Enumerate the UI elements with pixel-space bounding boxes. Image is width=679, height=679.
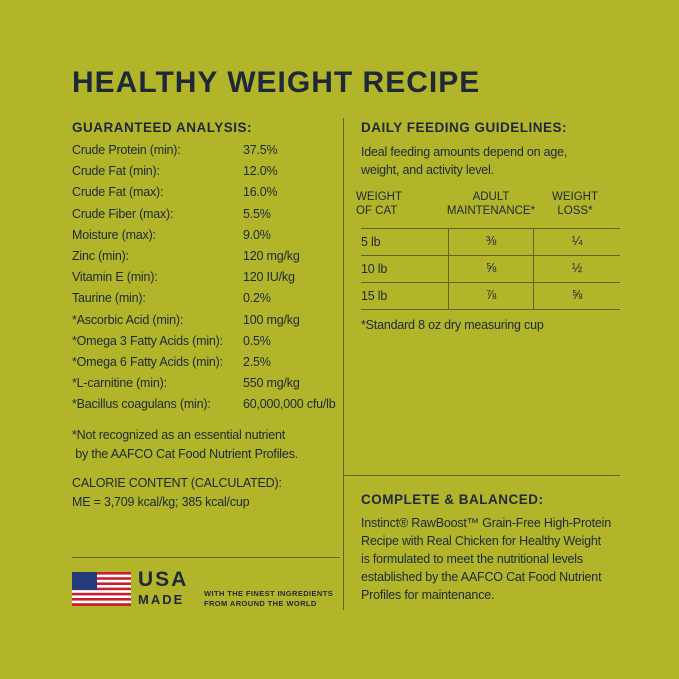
nutrient-name: Moisture (max): — [72, 227, 156, 242]
nutrient-name: Taurine (min): — [72, 291, 146, 306]
analysis-note: by the AAFCO Cat Food Nutrient Profiles. — [72, 447, 298, 461]
title: HEALTHY WEIGHT RECIPE — [72, 66, 481, 99]
nutrient-name: *Omega 3 Fatty Acids (min): — [72, 333, 223, 348]
nutrient-name: *Omega 6 Fatty Acids (min): — [72, 355, 223, 369]
nutrient-value: 100 mg/kg — [243, 312, 300, 327]
divider — [343, 475, 620, 476]
feeding-note: *Standard 8 oz dry measuring cup — [361, 318, 544, 332]
table-cell: ⅝ — [571, 288, 583, 302]
table-cell: ⅞ — [485, 288, 497, 302]
nutrient-value: 0.5% — [243, 333, 271, 348]
table-line — [361, 282, 620, 283]
complete-text: Instinct® RawBoost™ Grain-Free High-Prot… — [361, 516, 612, 602]
nutrient-value: 120 mg/kg — [243, 249, 300, 263]
usa-text: USA — [138, 568, 189, 591]
table-cell: ⅝ — [485, 261, 497, 275]
table-cell: ⅜ — [485, 234, 497, 248]
table-header: ADULT MAINTENANCE* — [446, 191, 536, 217]
nutrient-value: 2.5% — [243, 355, 271, 369]
nutrient-value: 16.0% — [243, 185, 278, 200]
table-line — [448, 228, 449, 309]
nutrient-value: 60,000,000 cfu/lb — [243, 397, 336, 412]
table-header: WEIGHT OF CAT — [356, 191, 402, 217]
nutrient-value: 37.5% — [243, 143, 278, 157]
table-line — [361, 309, 620, 310]
table-line — [533, 228, 534, 309]
nutrient-name: Zinc (min): — [72, 249, 129, 263]
table-header: WEIGHT LOSS* — [552, 191, 598, 217]
nutrient-name: *Ascorbic Acid (min): — [72, 312, 184, 327]
nutrient-value: 0.2% — [243, 291, 271, 306]
nutrient-name: *L-carnitine (min): — [72, 376, 167, 391]
table-cell: 5 lb — [361, 235, 381, 249]
table-line — [361, 228, 620, 229]
divider — [72, 557, 340, 558]
table-line — [361, 255, 620, 256]
usa-tagline: WITH THE FINEST INGREDIENTS — [204, 589, 334, 598]
nutrient-name: Crude Fiber (max): — [72, 206, 174, 221]
nutrient-value: 5.5% — [243, 206, 271, 221]
nutrient-name: Vitamin E (min): — [72, 270, 158, 285]
nutrient-name: Crude Fat (max): — [72, 185, 164, 200]
nutrient-name: Crude Protein (min): — [72, 143, 181, 157]
table-cell: ¼ — [571, 234, 583, 248]
table-cell: 10 lb — [361, 262, 388, 276]
feeding-heading: DAILY FEEDING GUIDELINES: — [361, 120, 568, 135]
made-text: MADE — [138, 592, 185, 607]
analysis-note: *Not recognized as an essential nutrient — [72, 428, 285, 442]
nutrient-value: 12.0% — [243, 164, 278, 179]
calorie-text: ME = 3,709 kcal/kg; 385 kcal/cup — [72, 495, 250, 509]
table-cell: ½ — [571, 261, 583, 275]
nutrient-value: 550 mg/kg — [243, 376, 300, 391]
analysis-heading: GUARANTEED ANALYSIS: — [72, 120, 253, 135]
complete-heading: COMPLETE & BALANCED: — [361, 492, 544, 507]
nutrient-name: Crude Fat (min): — [72, 164, 160, 179]
us-flag — [72, 572, 131, 606]
divider — [343, 118, 344, 610]
calorie-heading: CALORIE CONTENT (CALCULATED): — [72, 476, 282, 490]
nutrient-value: 9.0% — [243, 227, 271, 242]
nutrient-value: 120 IU/kg — [243, 270, 295, 285]
table-cell: 15 lb — [361, 289, 388, 303]
feeding-intro: Ideal feeding amounts depend on age, wei… — [361, 145, 568, 177]
nutrient-name: *Bacillus coagulans (min): — [72, 397, 211, 412]
usa-tagline: FROM AROUND THE WORLD — [204, 599, 317, 608]
